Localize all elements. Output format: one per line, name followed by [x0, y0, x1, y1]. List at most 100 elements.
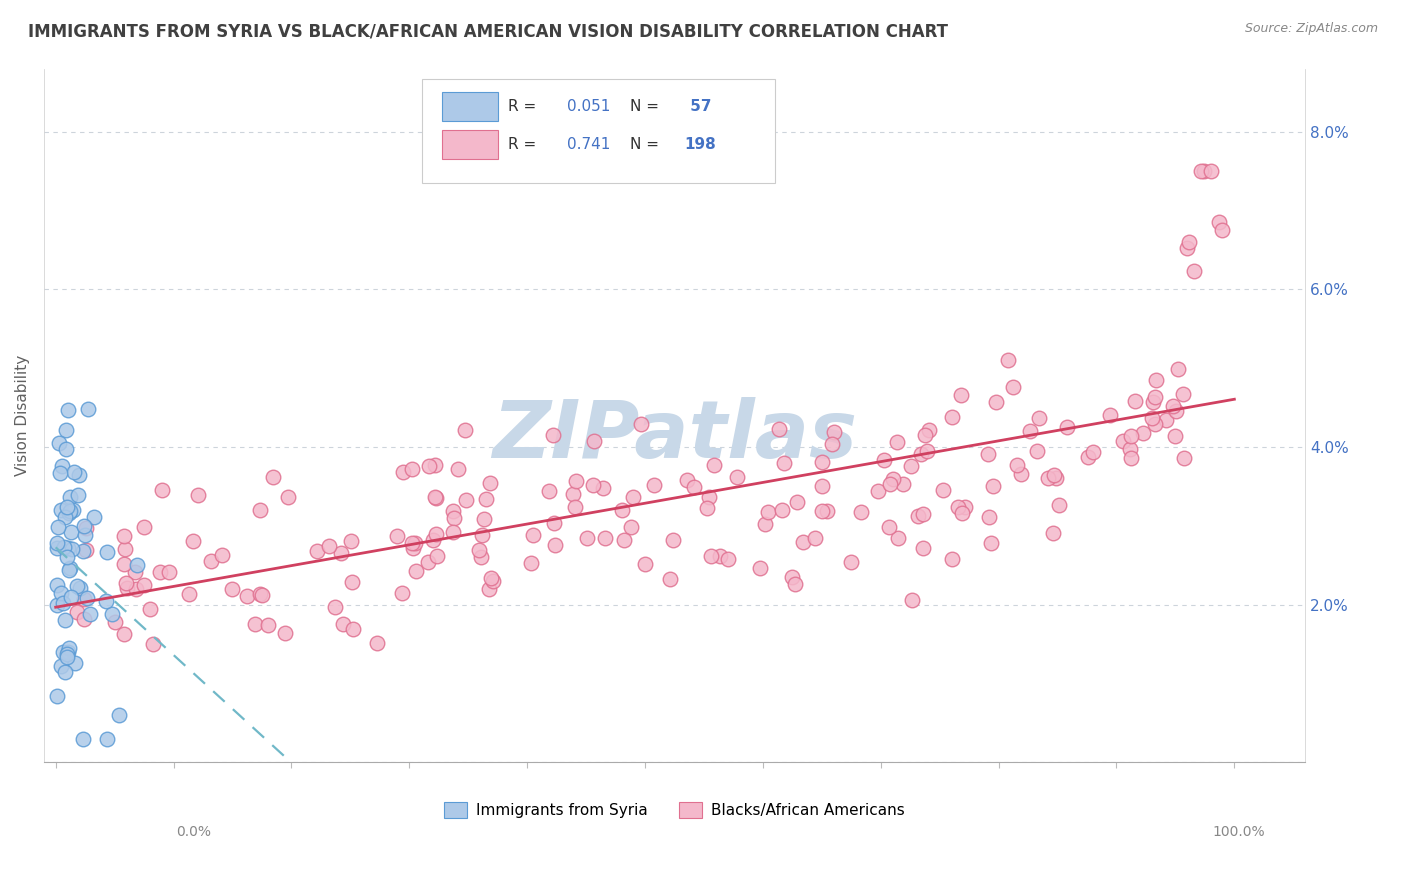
Point — [425, 491, 447, 505]
Point — [157, 565, 180, 579]
Point — [49, 466, 72, 480]
Point — [1112, 434, 1135, 448]
Point — [51, 596, 73, 610]
Point — [468, 543, 491, 558]
Point — [132, 519, 155, 533]
Point — [423, 490, 446, 504]
Point — [1144, 373, 1167, 387]
Point — [907, 508, 929, 523]
Point — [581, 477, 603, 491]
Point — [1163, 400, 1185, 414]
Point — [1043, 467, 1066, 482]
Point — [709, 549, 731, 563]
Point — [886, 434, 908, 449]
Point — [984, 395, 1007, 409]
Point — [69, 582, 91, 596]
Point — [453, 423, 475, 437]
Point — [783, 577, 806, 591]
Point — [717, 551, 740, 566]
Point — [56, 650, 79, 665]
Point — [946, 500, 969, 515]
Point — [401, 536, 423, 550]
Point — [811, 478, 834, 492]
Point — [634, 557, 657, 571]
Point — [142, 637, 165, 651]
Point — [593, 532, 616, 546]
Point — [941, 410, 963, 425]
Y-axis label: Vision Disability: Vision Disability — [15, 355, 30, 476]
Point — [75, 543, 97, 558]
Point — [46, 689, 69, 703]
Point — [79, 607, 101, 621]
Point — [1047, 498, 1070, 512]
Point — [249, 503, 271, 517]
Point — [49, 586, 72, 600]
Point — [1177, 241, 1199, 255]
Point — [385, 529, 408, 543]
Point — [575, 531, 598, 545]
Point — [418, 458, 440, 473]
Point — [200, 554, 222, 568]
Point — [112, 529, 135, 543]
Point — [1144, 417, 1167, 431]
Point — [893, 477, 915, 491]
Text: 0.741: 0.741 — [567, 137, 610, 153]
Point — [401, 461, 423, 475]
Point — [564, 500, 586, 514]
Point — [277, 490, 299, 504]
Point — [60, 590, 83, 604]
Point — [1167, 362, 1189, 376]
Point — [873, 453, 896, 467]
Point — [1208, 215, 1230, 229]
Point — [1001, 380, 1024, 394]
Point — [676, 473, 699, 487]
Point — [96, 731, 118, 746]
Point — [425, 526, 447, 541]
Point — [115, 581, 138, 595]
Point — [815, 504, 838, 518]
Point — [1142, 394, 1164, 409]
Point — [1018, 424, 1040, 438]
Point — [1010, 467, 1032, 482]
Point — [1081, 445, 1104, 459]
Point — [58, 506, 80, 520]
Text: R =: R = — [508, 99, 541, 114]
Point — [592, 481, 614, 495]
Point — [1123, 393, 1146, 408]
Text: N =: N = — [630, 99, 664, 114]
Point — [725, 470, 748, 484]
Point — [479, 475, 502, 490]
Point — [58, 563, 80, 577]
Point — [177, 586, 200, 600]
Text: R =: R = — [508, 137, 541, 153]
Point — [404, 536, 426, 550]
Point — [564, 474, 586, 488]
Point — [1143, 390, 1166, 404]
Point — [55, 423, 77, 437]
Point — [912, 541, 935, 555]
Point — [620, 520, 643, 534]
Point — [481, 574, 503, 588]
Point — [941, 552, 963, 566]
Point — [340, 533, 363, 548]
Point — [643, 477, 665, 491]
Point — [392, 465, 415, 479]
Point — [55, 510, 77, 524]
Point — [997, 352, 1019, 367]
Point — [115, 575, 138, 590]
Point — [754, 517, 776, 532]
Point — [257, 618, 280, 632]
Point — [150, 483, 173, 497]
Point — [1119, 450, 1142, 465]
Point — [1192, 164, 1215, 178]
FancyBboxPatch shape — [443, 130, 498, 160]
Point — [981, 479, 1004, 493]
Point — [900, 593, 922, 607]
Point — [75, 521, 97, 535]
Point — [73, 519, 96, 533]
Point — [866, 483, 889, 498]
Point — [882, 472, 904, 486]
Point — [932, 483, 955, 497]
Text: N =: N = — [630, 137, 664, 153]
Point — [149, 565, 172, 579]
